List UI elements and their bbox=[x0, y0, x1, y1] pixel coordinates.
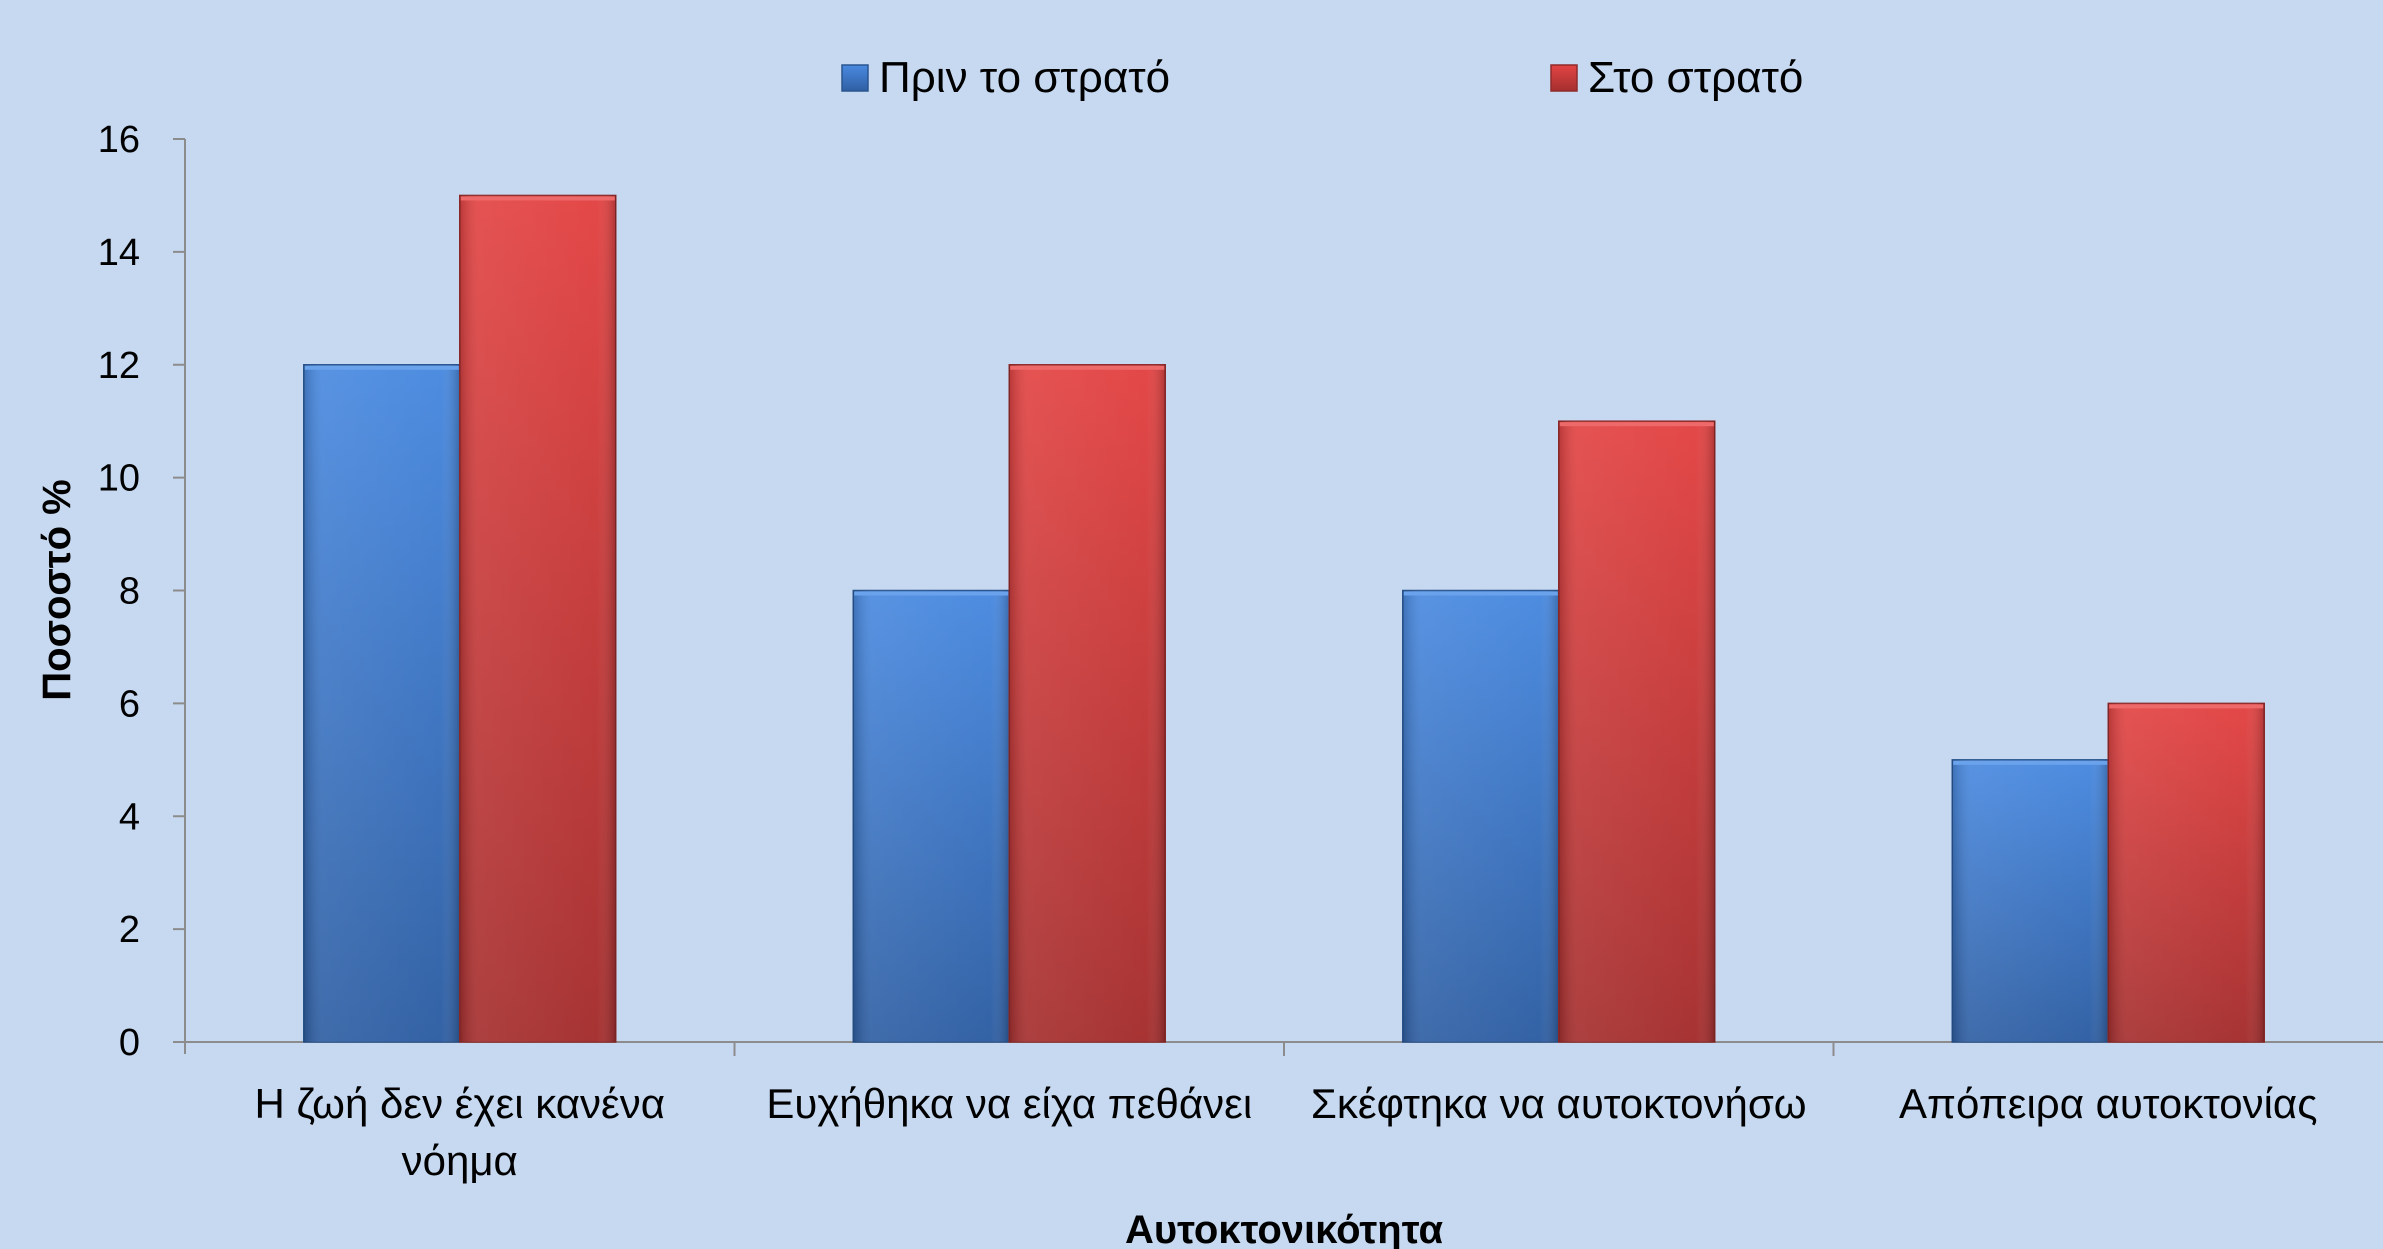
bar bbox=[852, 589, 1010, 1043]
legend-label: Πριν το στρατό bbox=[879, 53, 1170, 102]
y-tick-label: 8 bbox=[119, 571, 140, 613]
y-tick-label: 12 bbox=[98, 345, 140, 387]
x-axis: Η ζωή δεν έχει κανένα νόημα Ευχήθηκα να εί… bbox=[185, 1041, 2383, 1184]
x-axis-title: Αυτοκτονικότητα bbox=[1125, 1208, 1443, 1249]
y-axis: 0 2 4 6 8 10 12 14 16 bbox=[98, 119, 186, 1064]
y-tick-label: 0 bbox=[119, 1022, 140, 1064]
legend: Πριν το στρατό Στο στρατό bbox=[841, 53, 1803, 102]
legend-item: Στο στρατό bbox=[1550, 53, 1803, 102]
bars bbox=[303, 194, 2265, 1043]
bar bbox=[303, 364, 461, 1043]
x-tick-label: Σκέφτηκα να αυτοκτονήσω bbox=[1311, 1080, 1807, 1127]
bar bbox=[1951, 759, 2109, 1043]
bar bbox=[1558, 420, 1716, 1043]
bar bbox=[1402, 589, 1560, 1043]
y-tick-label: 2 bbox=[119, 909, 140, 951]
y-tick-label: 16 bbox=[98, 119, 140, 161]
bar bbox=[1008, 364, 1166, 1043]
y-tick-label: 10 bbox=[98, 458, 140, 500]
bar bbox=[459, 194, 617, 1043]
legend-label: Στο στρατό bbox=[1588, 53, 1803, 102]
x-tick-label: Η ζωή δεν έχει κανένα νόημα bbox=[254, 1080, 665, 1184]
y-tick-label: 14 bbox=[98, 232, 140, 274]
y-tick-label: 4 bbox=[119, 796, 140, 838]
y-tick-label: 6 bbox=[119, 683, 140, 725]
y-axis-title: Ποσοστό % bbox=[35, 479, 79, 700]
x-tick-label: Ευχήθηκα να είχα πεθάνει bbox=[766, 1080, 1252, 1127]
legend-item: Πριν το στρατό bbox=[841, 53, 1170, 102]
x-tick-label: Απόπειρα αυτοκτονίας bbox=[1899, 1080, 2317, 1127]
legend-swatch bbox=[841, 64, 869, 92]
bar bbox=[2107, 702, 2265, 1043]
legend-swatch bbox=[1550, 64, 1578, 92]
